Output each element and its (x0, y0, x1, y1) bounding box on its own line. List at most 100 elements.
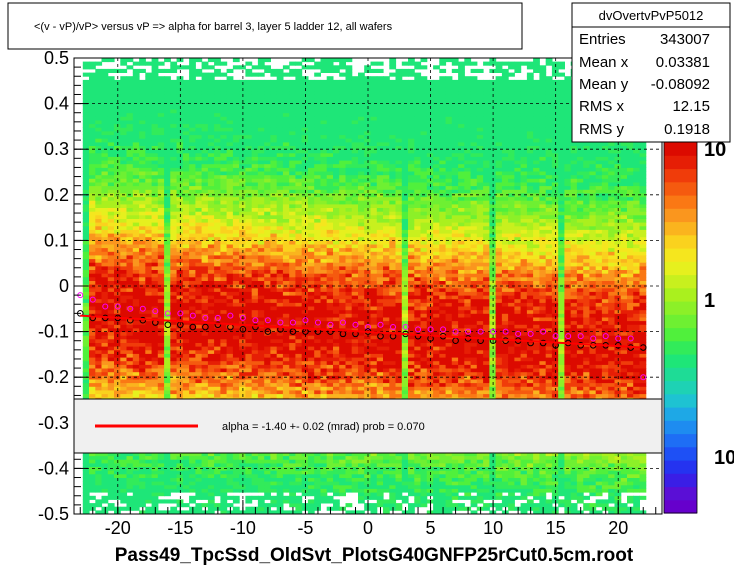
heatmap-cell (207, 481, 215, 486)
heatmap-cell (207, 156, 215, 161)
heatmap-cell (126, 134, 134, 139)
heatmap-cell (195, 269, 203, 274)
heatmap-cell (89, 265, 96, 270)
heatmap-cell (295, 488, 303, 493)
heatmap-cell (333, 83, 340, 88)
heatmap-cell (226, 218, 234, 223)
heatmap-cell (95, 393, 103, 398)
heatmap-cell (226, 331, 234, 336)
heatmap-cell (182, 182, 190, 187)
heatmap-cell (139, 357, 146, 362)
heatmap-cell (182, 302, 190, 307)
heatmap-cell (145, 382, 153, 387)
heatmap-cell (307, 138, 315, 143)
heatmap-cell (145, 247, 153, 252)
heatmap-cell (126, 473, 134, 478)
heatmap-cell (176, 349, 184, 354)
heatmap-cell (126, 287, 134, 292)
heatmap-cell (251, 189, 259, 194)
heatmap-cell (157, 251, 165, 256)
heatmap-cell (320, 309, 328, 314)
heatmap-cell (289, 203, 296, 208)
heatmap-cell (120, 87, 128, 92)
heatmap-cell (257, 488, 265, 493)
heatmap-cell (95, 214, 103, 219)
heatmap-cell (189, 131, 196, 136)
heatmap-cell (239, 258, 246, 263)
heatmap-cell (214, 222, 221, 227)
heatmap-cell (276, 393, 284, 398)
heatmap-cell (139, 386, 146, 391)
heatmap-cell (270, 459, 278, 464)
heatmap-cell (151, 105, 159, 110)
heatmap-cell (120, 218, 128, 223)
heatmap-cell (226, 178, 234, 183)
heatmap-cell (326, 94, 334, 99)
heatmap-cell (89, 112, 96, 117)
heatmap-cell (214, 98, 221, 103)
heatmap-cell (132, 477, 140, 482)
heatmap-cell (182, 244, 190, 249)
heatmap-cell (320, 156, 328, 161)
heatmap-cell (189, 87, 196, 92)
heatmap-cell (182, 455, 190, 460)
heatmap-cell (107, 171, 115, 176)
heatmap-cell (89, 470, 96, 475)
heatmap-cell (189, 185, 196, 190)
heatmap-cell (89, 317, 96, 322)
heatmap-cell (157, 116, 165, 121)
heatmap-cell (276, 131, 284, 136)
heatmap-cell (132, 484, 140, 489)
heatmap-cell (201, 152, 209, 157)
heatmap-cell (289, 134, 296, 139)
heatmap-cell (145, 346, 153, 351)
heatmap-cell (89, 163, 96, 168)
heatmap-cell (270, 127, 278, 132)
heatmap-cell (295, 87, 303, 92)
heatmap-cell (201, 331, 209, 336)
heatmap-cell (276, 236, 284, 241)
heatmap-cell (239, 131, 246, 136)
heatmap-cell (101, 138, 109, 143)
heatmap-cell (207, 382, 215, 387)
heatmap-cell (295, 495, 303, 500)
heatmap-cell (314, 477, 321, 482)
heatmap-cell (282, 455, 290, 460)
heatmap-cell (289, 273, 296, 278)
heatmap-cell (232, 379, 240, 384)
heatmap-cell (145, 386, 153, 391)
heatmap-cell (170, 466, 178, 471)
heatmap-cell (307, 222, 315, 227)
heatmap-cell (257, 222, 265, 227)
heatmap-cell (270, 331, 278, 336)
heatmap-cell (207, 127, 215, 132)
heatmap-cell (245, 320, 253, 325)
heatmap-cell (333, 255, 340, 260)
heatmap-cell (101, 251, 109, 256)
heatmap-cell (239, 317, 246, 322)
heatmap-cell (139, 87, 146, 92)
heatmap-cell (164, 466, 171, 471)
heatmap-cell (82, 105, 90, 110)
heatmap-cell (182, 94, 190, 99)
heatmap-cell (89, 196, 96, 201)
heatmap-cell (326, 211, 334, 216)
heatmap-cell (151, 452, 159, 457)
heatmap-cell (207, 364, 215, 369)
heatmap-cell (101, 218, 109, 223)
heatmap-cell (270, 149, 278, 154)
heatmap-cell (264, 149, 271, 154)
heatmap-cell (114, 145, 121, 150)
heatmap-cell (132, 258, 140, 263)
heatmap-cell (95, 182, 103, 187)
heatmap-cell (301, 109, 309, 114)
heatmap-cell (339, 273, 346, 278)
heatmap-cell (176, 167, 184, 172)
heatmap-cell (245, 68, 253, 73)
heatmap-cell (145, 123, 153, 128)
heatmap-cell (182, 116, 190, 121)
heatmap-cell (220, 156, 228, 161)
heatmap-cell (307, 189, 315, 194)
heatmap-cell (232, 455, 240, 460)
heatmap-cell (101, 317, 109, 322)
